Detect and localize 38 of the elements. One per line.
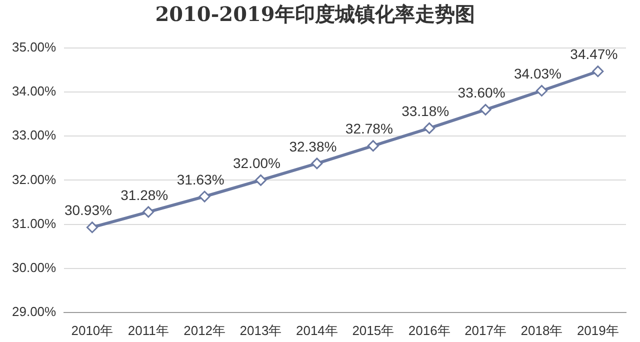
- point: [367, 140, 379, 152]
- y-tick-label: 32.00%: [12, 172, 57, 187]
- x-tick-label: 2010年: [71, 322, 114, 338]
- data-label: 33.60%: [458, 84, 506, 101]
- y-tick-label: 29.00%: [12, 304, 57, 319]
- data-label: 32.00%: [233, 155, 280, 172]
- point: [142, 206, 154, 218]
- x-tick-label: 2012年: [184, 322, 226, 338]
- x-tick-label: 2013年: [240, 322, 282, 338]
- point: [86, 222, 98, 234]
- point: [536, 84, 548, 96]
- x-tick-label: 2011年: [128, 322, 169, 338]
- y-tick-label: 30.00%: [12, 260, 57, 275]
- x-tick-label: 2014年: [296, 322, 338, 338]
- x-tick-label: 2017年: [464, 322, 506, 338]
- data-label: 30.93%: [64, 202, 112, 218]
- y-tick-label: 33.00%: [12, 128, 57, 143]
- chart-title: 2010-2019年印度城镇化率走势图: [155, 2, 475, 26]
- point: [198, 190, 210, 202]
- x-tick-label: 2019年: [576, 322, 619, 338]
- y-tick-label: 31.00%: [12, 216, 57, 231]
- point: [311, 158, 323, 170]
- point: [592, 66, 604, 78]
- x-tick-label: 2018年: [520, 322, 563, 338]
- x-tick-label: 2016年: [408, 322, 450, 338]
- data-label: 31.28%: [120, 186, 168, 203]
- point: [255, 174, 267, 186]
- x-tick-label: 2015年: [352, 322, 394, 338]
- data-label: 34.03%: [514, 66, 562, 82]
- point: [480, 104, 492, 116]
- data-label: 32.38%: [289, 138, 337, 154]
- data-label: 34.47%: [570, 46, 618, 62]
- data-label: 33.18%: [402, 103, 450, 120]
- data-label: 31.63%: [176, 171, 224, 188]
- y-tick-label: 34.00%: [12, 84, 57, 99]
- y-tick-label: 35.00%: [12, 40, 57, 55]
- point: [424, 122, 436, 134]
- data-label: 32.78%: [345, 120, 393, 137]
